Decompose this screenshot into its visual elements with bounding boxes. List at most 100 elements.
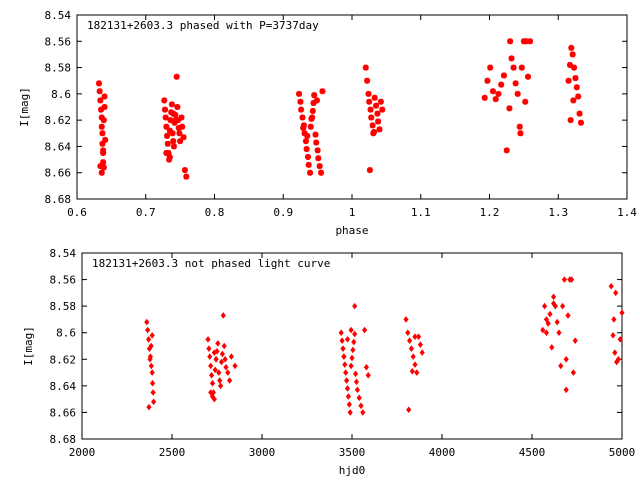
data-point	[150, 389, 156, 396]
y-tick-label: 8.62	[45, 114, 72, 127]
data-point	[518, 64, 525, 71]
data-point	[347, 409, 353, 416]
data-point	[342, 361, 348, 368]
data-point	[569, 276, 575, 283]
data-point	[366, 167, 373, 174]
y-tick-label: 8.58	[50, 300, 77, 313]
data-point	[97, 97, 104, 104]
data-point	[183, 173, 190, 180]
y-tick-label: 8.62	[50, 353, 77, 366]
data-point	[97, 163, 104, 170]
data-point	[180, 134, 187, 141]
data-point	[542, 302, 548, 310]
data-point	[222, 356, 228, 363]
data-point	[348, 362, 354, 370]
data-point	[371, 128, 377, 135]
data-point	[170, 143, 177, 150]
data-point	[405, 329, 411, 336]
data-point	[403, 316, 409, 323]
data-point	[340, 345, 346, 352]
data-point	[305, 153, 311, 160]
y-tick-label: 8.54	[50, 247, 77, 260]
data-point	[314, 147, 321, 154]
data-point	[500, 72, 507, 79]
x-tick-label: 4000	[429, 446, 456, 459]
data-point	[560, 302, 566, 310]
data-point	[102, 136, 109, 143]
data-point	[220, 312, 226, 319]
x-tick-label: 5000	[609, 446, 636, 459]
x-tick-label: 1.2	[480, 206, 500, 219]
data-point	[297, 98, 304, 105]
data-point	[573, 84, 580, 91]
data-point	[407, 337, 413, 344]
data-point	[304, 132, 311, 139]
data-point	[298, 106, 305, 113]
data-point	[344, 377, 350, 384]
data-point	[365, 371, 371, 379]
data-point	[173, 117, 179, 124]
x-tick-label: 0.9	[273, 206, 293, 219]
data-point	[170, 110, 177, 117]
x-tick-label: 1.1	[411, 206, 431, 219]
data-point	[610, 332, 616, 339]
data-point	[98, 169, 105, 176]
data-point	[211, 349, 217, 356]
data-point	[608, 282, 614, 290]
data-point	[543, 329, 549, 336]
data-point	[522, 98, 529, 105]
y-tick-label: 8.6	[51, 88, 71, 101]
data-point	[212, 366, 218, 374]
data-point	[316, 163, 323, 170]
data-point	[481, 94, 488, 101]
data-point	[149, 379, 156, 387]
data-point	[547, 310, 553, 318]
data-point	[510, 64, 517, 71]
data-point	[145, 326, 151, 334]
data-point	[352, 330, 358, 338]
y-tick-label: 8.58	[45, 62, 72, 75]
data-point	[487, 64, 494, 71]
data-point	[368, 114, 375, 121]
data-point	[96, 80, 102, 87]
data-point	[613, 289, 619, 297]
data-point	[302, 138, 309, 145]
data-point	[144, 318, 150, 326]
y-tick-label: 8.66	[45, 167, 72, 180]
data-point	[175, 125, 182, 132]
data-point	[209, 371, 215, 379]
data-point	[147, 356, 153, 363]
y-tick-label: 8.64	[50, 380, 77, 393]
data-point	[217, 377, 223, 384]
data-point	[371, 94, 378, 101]
data-point	[350, 346, 356, 354]
x-axis-label: phase	[335, 224, 368, 237]
data-point	[362, 64, 369, 71]
data-point	[166, 153, 173, 160]
data-point	[566, 61, 573, 68]
data-point	[554, 318, 560, 326]
data-point	[149, 369, 155, 376]
data-point	[408, 345, 414, 352]
x-tick-label: 3500	[339, 446, 366, 459]
data-point	[374, 110, 381, 117]
y-tick-label: 8.6	[56, 327, 76, 340]
data-point	[514, 90, 521, 97]
data-point	[307, 123, 314, 130]
data-point	[163, 123, 170, 130]
data-point	[489, 88, 496, 95]
chart-title: 182131+2603.3 not phased light curve	[92, 257, 330, 270]
data-point	[572, 75, 579, 82]
x-tick-label: 3000	[249, 446, 276, 459]
data-point	[568, 44, 575, 51]
data-point	[146, 336, 152, 343]
x-tick-label: 4500	[519, 446, 546, 459]
data-point	[178, 114, 185, 121]
x-tick-label: 1.3	[548, 206, 568, 219]
data-point	[99, 130, 106, 137]
data-point	[206, 345, 212, 352]
data-point	[232, 362, 238, 370]
data-point	[227, 377, 233, 384]
data-point	[312, 131, 319, 138]
